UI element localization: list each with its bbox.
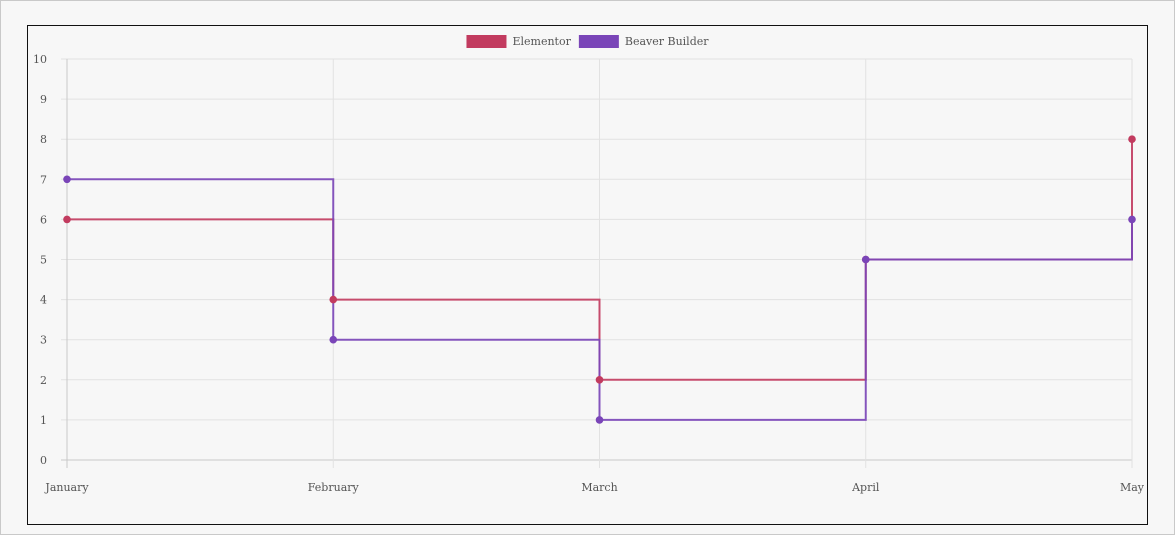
y-axis-tick-labels: 0 1 2 3 4 5 6 7 8 9 10 [33,53,47,467]
grid-lines [61,58,1133,468]
data-point [329,335,338,344]
stepped-line-chart: 0 1 2 3 4 5 6 7 8 9 10 January February March April Ma… [33,35,1145,494]
data-point [861,255,870,264]
data-point [1128,215,1136,224]
data-point [63,175,71,184]
data-point [63,215,71,224]
legend-swatch [578,35,619,48]
x-tick-label: May [1120,481,1145,494]
data-point [329,295,338,304]
data-point [595,416,604,424]
y-tick-label: 3 [40,334,47,347]
y-tick-label: 10 [33,53,47,66]
y-tick-label: 8 [40,133,47,146]
data-point [1128,135,1136,143]
series-points [63,135,1136,424]
legend-swatch [466,35,507,48]
y-tick-label: 1 [40,414,47,427]
y-tick-label: 9 [40,93,47,106]
x-tick-label: February [308,481,360,494]
legend-label: Elementor [512,35,571,48]
y-tick-label: 4 [40,294,47,307]
y-tick-label: 7 [40,173,47,186]
x-tick-label: January [44,481,89,494]
x-tick-label: March [581,481,617,494]
x-tick-label: April [851,481,880,494]
y-tick-label: 0 [40,454,47,467]
legend: Elementor Beaver Builder [466,35,709,48]
y-tick-label: 5 [40,254,47,267]
x-axis-tick-labels: January February March April May [44,481,1144,494]
y-tick-label: 2 [40,374,47,387]
y-tick-label: 6 [40,213,47,226]
chart-container: 0 1 2 3 4 5 6 7 8 9 10 January February March April Ma… [27,25,1148,525]
legend-label: Beaver Builder [625,35,709,48]
data-point [595,376,604,384]
